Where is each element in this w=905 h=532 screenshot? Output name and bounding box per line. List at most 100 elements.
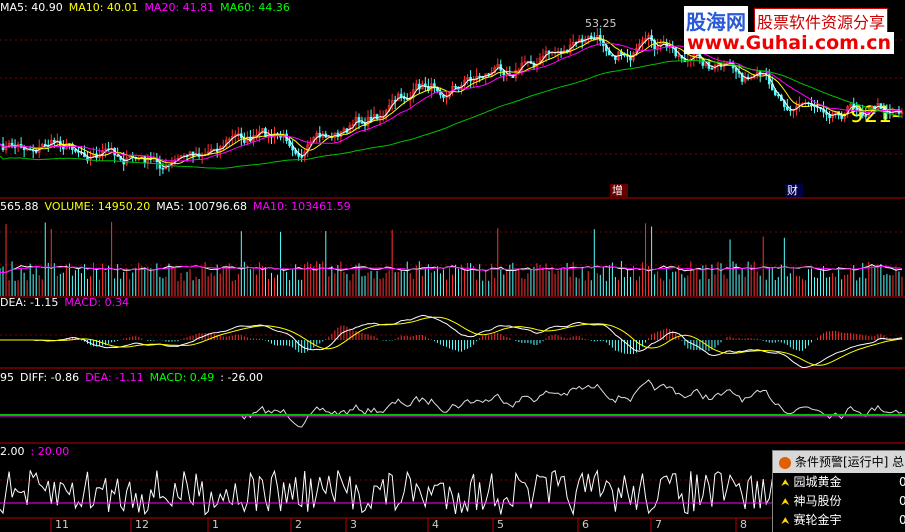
legend-item: MA20: 41.81 [144,1,214,14]
candle-body [505,73,509,76]
candle-body [776,94,780,97]
candle-body [454,85,457,88]
watermark-brand: 股海网 [684,6,748,35]
x-tick-label: 5 [497,518,504,531]
item-name: 神马股份 [793,494,842,508]
popup-list: ⮝ 园城黄金 0 ⮝ 神马股份 0 ⮝ 赛轮金宇 0 [773,473,905,530]
item-icon: ⮝ [781,516,790,527]
candle-body [161,167,165,170]
candle-body [864,115,868,117]
candle-body [188,151,192,157]
watermark: 股海网 股票软件资源分享 www.Guhai.com.cn [684,6,902,54]
candle-body [414,83,418,90]
item-icon: ⮝ [781,478,790,489]
candle-body [611,54,614,57]
candle-body [885,111,889,113]
macd-diff [0,314,903,368]
popup-icon [779,456,791,469]
alert-popup: 条件预警[运行中] 总 ⮝ 园城黄金 0 ⮝ 神马股份 0 ⮝ 赛轮金宇 0 [772,450,905,532]
candle-body [357,117,361,123]
panel-legend: 2.00 : 20.00 [0,445,69,458]
high-label: 53.25 [585,17,617,30]
event-badge [785,184,803,197]
diff-line [240,379,903,428]
candle-body [623,54,626,56]
x-tick-label: 11 [55,518,69,531]
legend-item: MACD: 0.49 [150,371,215,384]
panel-legend: 95 DIFF: -0.86 DEA: -1.11 MACD: 0.49: -26.0… [0,371,263,384]
legend-item: MA60: 44.36 [220,1,290,14]
item-count: 0 [899,513,905,527]
candle-body [831,113,834,119]
item-name: 赛轮金宇 [793,513,842,527]
panel-legend: DEA: -1.15 MACD: 0.34 [0,296,129,309]
panel-legend: MA5: 40.90 MA10: 40.01 MA20: 41.81 MA60: 44… [0,1,290,14]
legend-item: DEA: -1.15 [0,296,58,309]
legend-item: : -26.00 [220,371,263,384]
candle-body [98,154,101,158]
candle-body [656,45,659,49]
candle-body [849,103,853,107]
candle-body [427,86,430,91]
candle-body [496,64,500,68]
candle-body [544,50,548,57]
candle-body [571,41,575,46]
candle-body [125,157,128,165]
event-badge [610,184,628,197]
candle-body [900,112,904,114]
item-count: 0 [899,494,905,508]
candle-body [433,83,436,89]
legend-item: MA5: 100796.68 [156,200,247,213]
candle-body [300,156,303,158]
legend-item: 2.00 [0,445,25,458]
item-name: 园城黄金 [793,475,842,489]
popup-title: 条件预警[运行中] 总 [795,455,905,469]
legend-item: MA5: 40.90 [0,1,63,14]
legend-item: MA10: 40.01 [69,1,139,14]
legend-item: DIFF: -0.86 [20,371,79,384]
candle-body [375,114,379,119]
candle-body [589,35,593,40]
x-tick-label: 1 [212,518,219,531]
candle-body [13,146,17,148]
legend-item: MACD: 0.34 [64,296,129,309]
volume-ma [0,265,903,274]
popup-item[interactable]: ⮝ 园城黄金 0 [773,473,905,492]
candle-body [746,76,750,79]
moving-average [0,60,903,169]
candle-body [104,148,107,151]
x-tick-label: 8 [740,518,747,531]
x-tick-label: 7 [655,518,662,531]
candle-body [786,106,789,111]
event-mark: 增 [612,183,623,197]
x-tick-label: 2 [295,518,302,531]
candle-body [674,47,678,57]
popup-item[interactable]: ⮝ 神马股份 0 [773,492,905,511]
candle-body [116,154,119,157]
watermark-slogan: 股票软件资源分享 [754,8,889,34]
legend-item: 565.88 [0,200,39,213]
legend-item: MA10: 103461.59 [253,200,351,213]
panel-legend: 565.88 VOLUME: 14950.20 MA5: 100796.68 MA10… [0,200,351,213]
popup-item[interactable]: ⮝ 赛轮金宇 0 [773,511,905,530]
legend-item: : 20.00 [31,445,70,458]
volume-ma [0,264,903,274]
candle-body [879,103,883,110]
candle-body [523,61,527,64]
candle-body [158,161,162,169]
candle-body [855,108,859,111]
x-tick-label: 4 [432,518,439,531]
x-tick-label: 6 [582,518,589,531]
candle-body [396,93,400,101]
candle-body [342,128,346,132]
popup-title-bar[interactable]: 条件预警[运行中] 总 [773,451,905,473]
x-tick-label: 3 [350,518,357,531]
oscillator-line [0,469,903,516]
candle-body [710,68,714,70]
candle-body [466,77,469,81]
candle-body [789,109,792,112]
candle-body [740,73,744,82]
candle-body [227,138,231,141]
